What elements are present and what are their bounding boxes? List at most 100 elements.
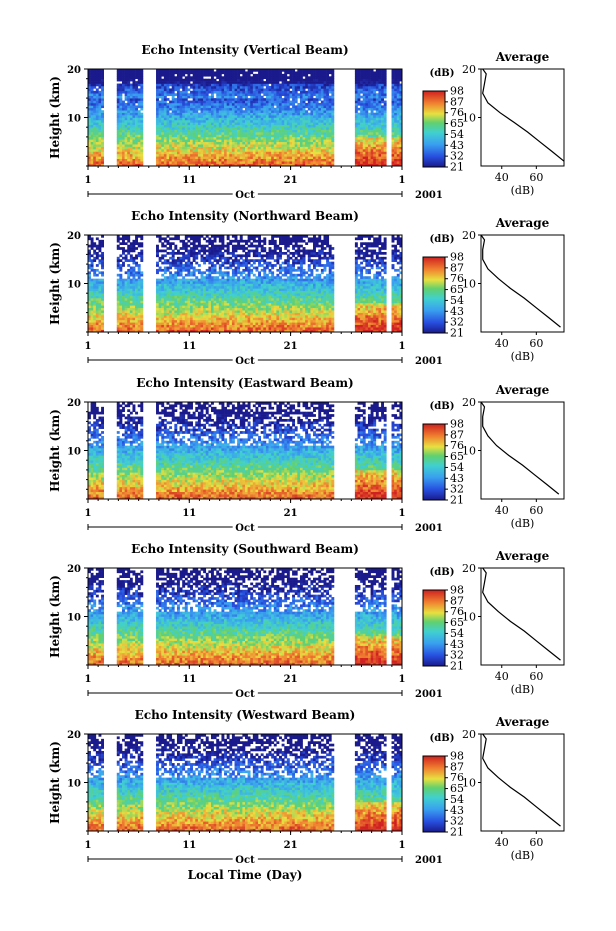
heatmap-cell (331, 105, 335, 109)
heatmap-cell (396, 117, 400, 121)
heatmap-cell (197, 71, 201, 75)
heatmap-cell (375, 85, 379, 89)
heatmap-cell (158, 163, 162, 167)
heatmap-cell (318, 151, 322, 155)
heatmap-cell (213, 105, 217, 109)
heatmap-cell (234, 141, 238, 145)
heatmap-cell (192, 134, 196, 138)
heatmap-cell (357, 122, 361, 126)
heatmap-cell (119, 247, 123, 250)
heatmap-cell (137, 122, 141, 126)
heatmap-cell (187, 156, 191, 160)
heatmap-cell (373, 139, 377, 143)
heatmap-cell (307, 153, 311, 157)
heatmap-cell (315, 136, 319, 140)
heatmap-cell (129, 132, 133, 135)
heatmap-cell (263, 156, 267, 160)
heatmap-cell (310, 117, 314, 121)
average-profile-line (482, 68, 565, 162)
heatmap-cell (273, 102, 277, 106)
heatmap-cell (137, 293, 141, 296)
heatmap-cell (310, 95, 314, 99)
heatmap-cell (116, 285, 120, 289)
heatmap-cell (90, 122, 94, 126)
heatmap-cell (279, 107, 282, 111)
heatmap-cell (124, 254, 128, 258)
heatmap-cell (268, 146, 272, 150)
heatmap-cell (226, 78, 230, 82)
heatmap-cell (158, 158, 162, 162)
heatmap-cell (158, 327, 162, 330)
heatmap-cell (127, 129, 131, 133)
heatmap-cell (161, 302, 165, 306)
heatmap-cell (326, 161, 330, 164)
heatmap-cell (276, 93, 280, 96)
heatmap-cell (239, 69, 243, 72)
heatmap-cell (294, 76, 298, 79)
heatmap-cell (320, 122, 324, 126)
heatmap-cell (218, 71, 222, 75)
heatmap-cell (239, 95, 243, 99)
heatmap-cell (286, 69, 290, 72)
x-tick-label: 1 (399, 175, 406, 186)
heatmap-cell (289, 124, 293, 128)
heatmap-cell (281, 127, 285, 130)
heatmap-cell (88, 256, 91, 260)
heatmap-cell (307, 144, 311, 147)
heatmap-cell (231, 158, 235, 162)
heatmap-cell (122, 141, 125, 145)
heatmap-cell (247, 146, 251, 150)
heatmap-cell (179, 69, 183, 72)
heatmap-cell (203, 124, 207, 128)
heatmap-cell (365, 115, 369, 118)
heatmap-cell (88, 278, 91, 282)
heatmap-cell (190, 95, 193, 99)
heatmap-cell (166, 69, 170, 72)
heatmap-cell (90, 127, 94, 130)
heatmap-cell (182, 302, 186, 306)
heatmap-cell (252, 115, 256, 118)
heatmap-cell (396, 73, 400, 77)
heatmap-cell (258, 122, 261, 126)
heatmap-cell (88, 107, 91, 111)
heatmap-cell (166, 259, 170, 262)
heatmap-cell (237, 112, 241, 116)
heatmap-cell (137, 285, 141, 289)
heatmap-cell (315, 78, 319, 82)
heatmap-cell (98, 146, 102, 150)
heatmap-cell (245, 105, 248, 109)
heatmap-cell (318, 93, 322, 96)
heatmap-cell (95, 100, 99, 104)
heatmap-cell (242, 132, 246, 135)
heatmap-cell (129, 310, 133, 313)
heatmap-cell (171, 81, 175, 84)
heatmap-cell (163, 73, 167, 77)
heatmap-cell (95, 307, 99, 311)
heatmap-cell (271, 83, 275, 87)
heatmap-cell (273, 88, 277, 92)
heatmap-cell (226, 112, 230, 116)
heatmap-cell (127, 281, 131, 284)
heatmap-cell (140, 158, 144, 162)
heatmap-cell (158, 127, 162, 130)
heatmap-cell (331, 88, 335, 92)
heatmap-cell (184, 102, 188, 106)
heatmap-cell (127, 153, 131, 157)
heatmap-cell (122, 251, 125, 255)
heatmap-cell (362, 146, 366, 150)
heatmap-cell (292, 73, 296, 77)
heatmap-cell (399, 98, 403, 101)
heatmap-cell (135, 163, 139, 167)
heatmap-cell (129, 158, 133, 162)
heatmap-cell (184, 273, 188, 277)
heatmap-cell (224, 78, 227, 82)
heatmap-cell (231, 119, 235, 123)
heatmap-cell (360, 100, 364, 104)
heatmap-cell (378, 129, 382, 133)
heatmap-cell (399, 144, 403, 147)
heatmap-cell (169, 327, 173, 330)
heatmap-cell (158, 83, 162, 87)
heatmap-cell (101, 273, 104, 277)
heatmap-cell (210, 73, 214, 77)
heatmap-cell (276, 90, 280, 94)
